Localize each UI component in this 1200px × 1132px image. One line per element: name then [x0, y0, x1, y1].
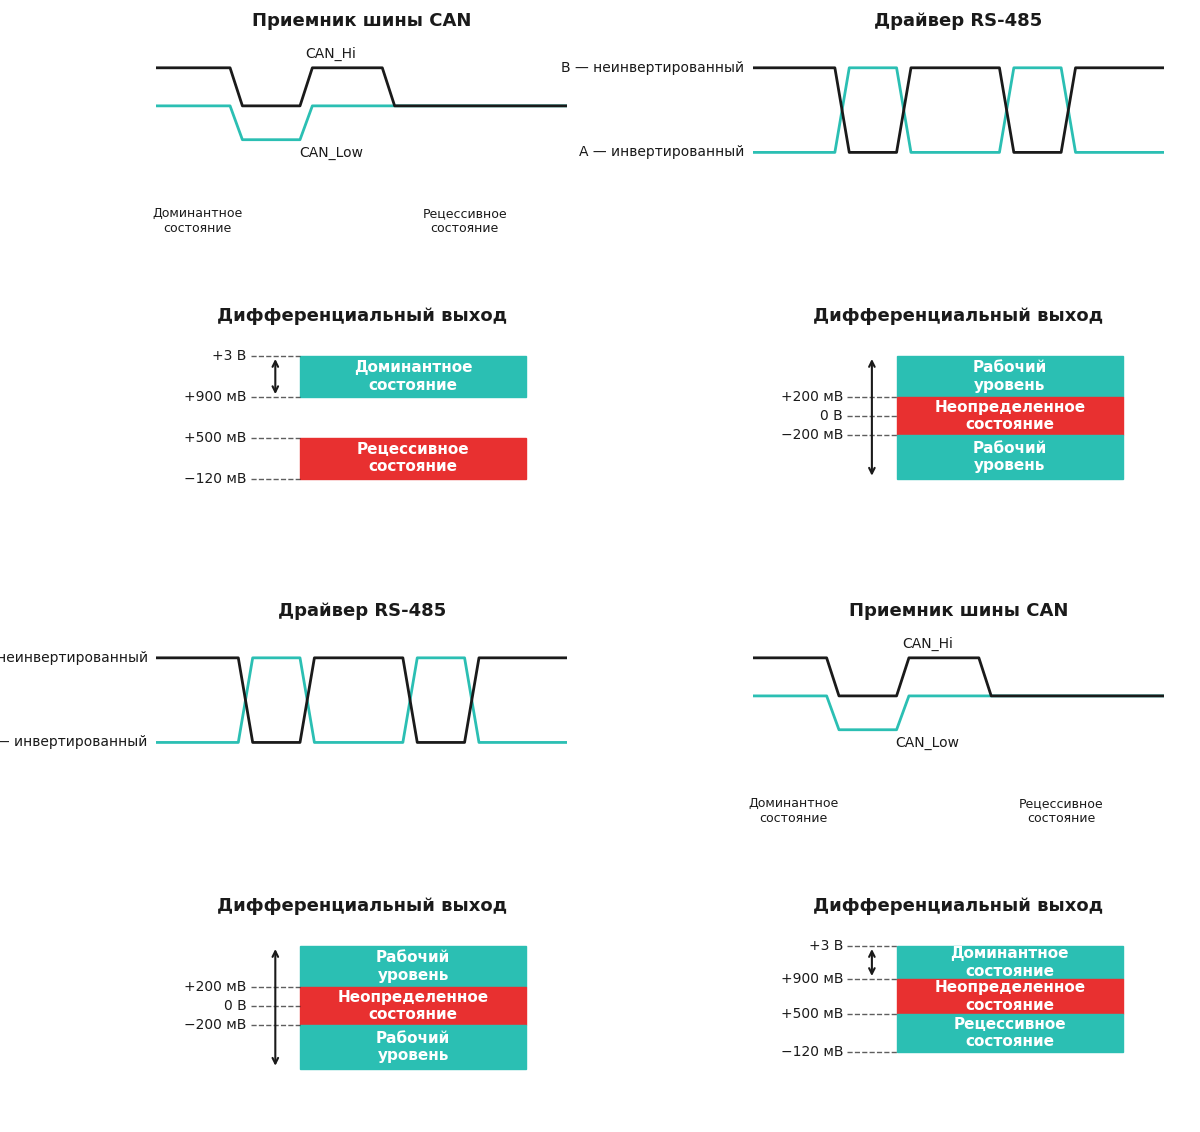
- Text: В — неинвертированный: В — неинвертированный: [562, 61, 744, 75]
- Text: Рабочий
уровень: Рабочий уровень: [376, 951, 450, 983]
- Text: CAN_Hi: CAN_Hi: [306, 48, 356, 61]
- Text: CAN_Low: CAN_Low: [895, 736, 960, 751]
- Text: Доминантное
состояние: Доминантное состояние: [749, 797, 839, 825]
- Text: +900 мВ: +900 мВ: [780, 972, 844, 986]
- Text: Доминантное
состояние: Доминантное состояние: [152, 207, 242, 235]
- Text: 0 В: 0 В: [821, 409, 844, 423]
- Text: CAN_Hi: CAN_Hi: [902, 637, 953, 652]
- Text: Рабочий
уровень: Рабочий уровень: [376, 1030, 450, 1063]
- FancyBboxPatch shape: [896, 979, 1123, 1014]
- Text: Рабочий
уровень: Рабочий уровень: [972, 440, 1046, 473]
- FancyBboxPatch shape: [896, 435, 1123, 479]
- Text: Рецессивное
состояние: Рецессивное состояние: [422, 207, 506, 235]
- Text: Рецессивное
состояние: Рецессивное состояние: [1019, 797, 1104, 825]
- Text: CAN_Low: CAN_Low: [299, 146, 362, 160]
- Text: −120 мВ: −120 мВ: [184, 472, 246, 486]
- FancyBboxPatch shape: [300, 1026, 527, 1069]
- Title: Драйвер RS-485: Драйвер RS-485: [874, 11, 1043, 29]
- FancyBboxPatch shape: [300, 357, 527, 397]
- Text: +500 мВ: +500 мВ: [184, 431, 246, 445]
- Text: Доминантное
состояние: Доминантное состояние: [950, 946, 1069, 979]
- Text: 0 В: 0 В: [223, 1000, 246, 1013]
- Text: +3 В: +3 В: [809, 940, 844, 953]
- FancyBboxPatch shape: [896, 946, 1123, 979]
- Title: Драйвер RS-485: Драйвер RS-485: [277, 602, 446, 619]
- FancyBboxPatch shape: [896, 357, 1123, 397]
- FancyBboxPatch shape: [300, 946, 527, 987]
- FancyBboxPatch shape: [896, 397, 1123, 435]
- Title: Приемник шины CAN: Приемник шины CAN: [252, 11, 472, 29]
- FancyBboxPatch shape: [896, 1014, 1123, 1053]
- Text: +200 мВ: +200 мВ: [781, 389, 844, 404]
- Text: Рецессивное
состояние: Рецессивное состояние: [356, 441, 469, 474]
- Text: +3 В: +3 В: [212, 349, 246, 363]
- Title: Дифференциальный выход: Дифференциальный выход: [814, 307, 1103, 325]
- Title: Дифференциальный выход: Дифференциальный выход: [217, 307, 506, 325]
- Title: Приемник шины CAN: Приемник шины CAN: [848, 602, 1068, 619]
- Text: В — неинвертированный: В — неинвертированный: [0, 651, 148, 664]
- Text: −200 мВ: −200 мВ: [184, 1018, 246, 1032]
- Text: Неопределенное
состояние: Неопределенное состояние: [934, 980, 1085, 1013]
- Title: Дифференциальный выход: Дифференциальный выход: [814, 897, 1103, 915]
- Text: +500 мВ: +500 мВ: [781, 1007, 844, 1021]
- Text: Доминантное
состояние: Доминантное состояние: [354, 360, 473, 393]
- FancyBboxPatch shape: [300, 987, 527, 1026]
- FancyBboxPatch shape: [300, 438, 527, 479]
- Text: Неопределенное
состояние: Неопределенное состояние: [934, 400, 1085, 432]
- Text: −200 мВ: −200 мВ: [781, 428, 844, 441]
- Text: Неопределенное
состояние: Неопределенное состояние: [337, 989, 488, 1022]
- Text: А — инвертированный: А — инвертированный: [578, 145, 744, 160]
- Text: А — инвертированный: А — инвертированный: [0, 736, 148, 749]
- Text: Рецессивное
состояние: Рецессивное состояние: [954, 1017, 1066, 1049]
- Text: +200 мВ: +200 мВ: [184, 980, 246, 994]
- Text: −120 мВ: −120 мВ: [780, 1045, 844, 1060]
- Text: Рабочий
уровень: Рабочий уровень: [972, 360, 1046, 393]
- Text: +900 мВ: +900 мВ: [184, 389, 246, 404]
- Title: Дифференциальный выход: Дифференциальный выход: [217, 897, 506, 915]
